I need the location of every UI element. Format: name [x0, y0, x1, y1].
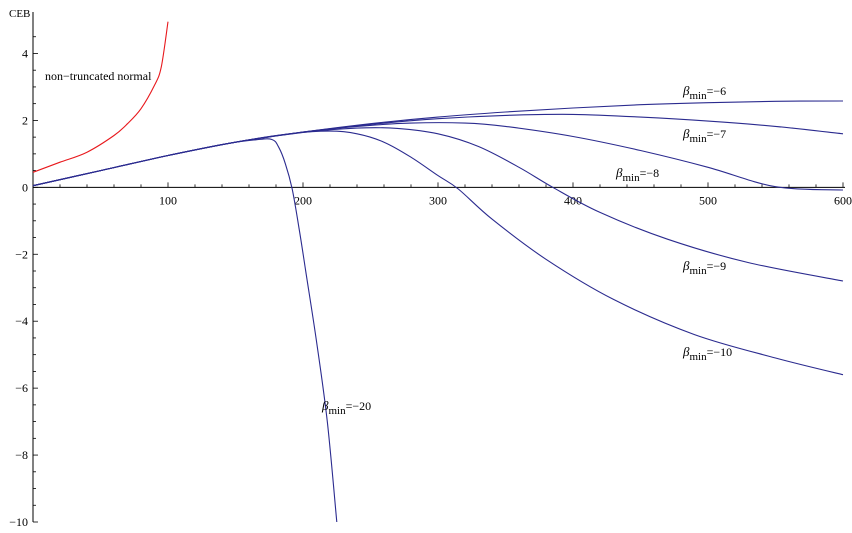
- series-label-6: βmin=−20: [321, 398, 371, 417]
- x-tick-label: 300: [429, 193, 447, 207]
- y-axis-ticks: 4 2 0 −2 −4 −6 −8 −10: [9, 36, 38, 529]
- x-tick-label: 100: [159, 193, 177, 207]
- y-tick-label: 0: [22, 180, 28, 194]
- y-tick-label: 4: [22, 46, 28, 60]
- series-line-1: [32, 100, 844, 187]
- series-label-3: βmin=−8: [615, 165, 659, 184]
- series-line-0: [32, 21, 169, 173]
- x-axis-ticks: 100 200 300 400 500 600: [59, 182, 852, 207]
- y-tick-label: −8: [15, 448, 28, 462]
- y-tick-label: 2: [22, 113, 28, 127]
- x-tick-label: 500: [699, 193, 717, 207]
- y-axis-title: CEB: [9, 8, 30, 20]
- axes: 100 200 300 400 500 600 420−2−4−6−8−10: [9, 12, 852, 529]
- y-tick-label: −2: [15, 247, 28, 261]
- series-labels: non−truncated normal βmin=−6 βmin=−7 βmin=−…: [45, 69, 732, 417]
- y-tick-label: −4: [15, 314, 28, 328]
- series-line-6: [32, 138, 338, 523]
- series-label-4: βmin=−9: [682, 258, 726, 277]
- y-tick-label: −6: [15, 381, 28, 395]
- series-line-5: [32, 130, 844, 376]
- series-lines: [32, 21, 844, 523]
- series-label-2: βmin=−7: [682, 126, 726, 145]
- series-label-1: βmin=−6: [682, 83, 726, 102]
- x-tick-label: 200: [294, 193, 312, 207]
- series-label-0: non−truncated normal: [45, 69, 152, 83]
- series-label-5: βmin=−10: [682, 344, 732, 363]
- x-tick-label: 600: [834, 193, 852, 207]
- y-tick-label: −10: [9, 515, 28, 529]
